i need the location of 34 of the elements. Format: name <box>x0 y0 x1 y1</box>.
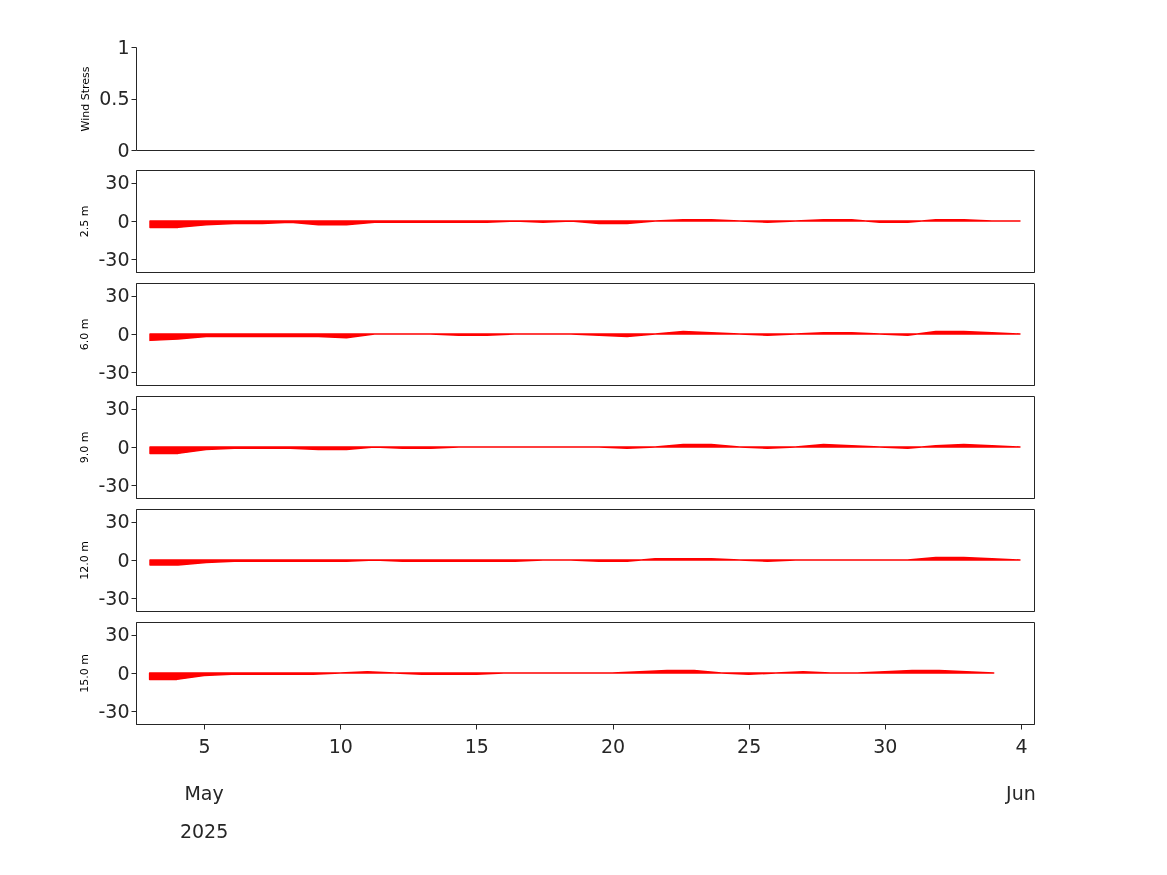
y-axis-title: 12.0 m <box>78 541 92 580</box>
text: May <box>184 782 224 804</box>
y-tick-label: 0 <box>117 209 130 232</box>
y-tick-label: 0.5 <box>99 87 130 109</box>
y-tick-label: 0 <box>117 322 130 345</box>
x-tick-label: 30 <box>873 734 898 757</box>
text: Jun <box>1005 782 1036 804</box>
y-tick-label: 30 <box>105 623 130 646</box>
x-tick-label: 5 <box>198 734 211 757</box>
y-tick-label: 30 <box>105 171 130 194</box>
y-tick-label: 0 <box>117 138 130 161</box>
y-tick-label: -30 <box>98 360 130 383</box>
y-tick-label: -30 <box>98 586 130 609</box>
y-axis-title: Wind Stress <box>79 66 93 132</box>
y-axis-title: 15.0 m <box>78 654 92 693</box>
x-tick-label: 20 <box>600 734 626 757</box>
y-tick-label: 1 <box>117 35 130 58</box>
x-tick-label: 25 <box>737 734 762 757</box>
x-tick-label: 10 <box>328 734 353 757</box>
y-axis-title: 9.0 m <box>78 431 92 464</box>
y-tick-label: 0 <box>117 661 130 684</box>
y-tick-label: -30 <box>98 473 130 496</box>
y-axis-title: 2.5 m <box>78 205 92 238</box>
y-axis-title: 6.0 m <box>78 318 92 351</box>
y-tick-label: -30 <box>98 247 130 270</box>
y-tick-label: 30 <box>105 510 130 533</box>
x-tick-label: 15 <box>464 734 489 757</box>
x-tick-label: 4 <box>1015 734 1028 757</box>
text: 2025 <box>179 820 229 842</box>
y-tick-label: 0 <box>117 435 130 458</box>
y-tick-label: -30 <box>98 699 130 722</box>
y-tick-label: 0 <box>117 548 130 571</box>
y-tick-label: 30 <box>105 397 130 420</box>
y-tick-label: 30 <box>105 284 130 307</box>
